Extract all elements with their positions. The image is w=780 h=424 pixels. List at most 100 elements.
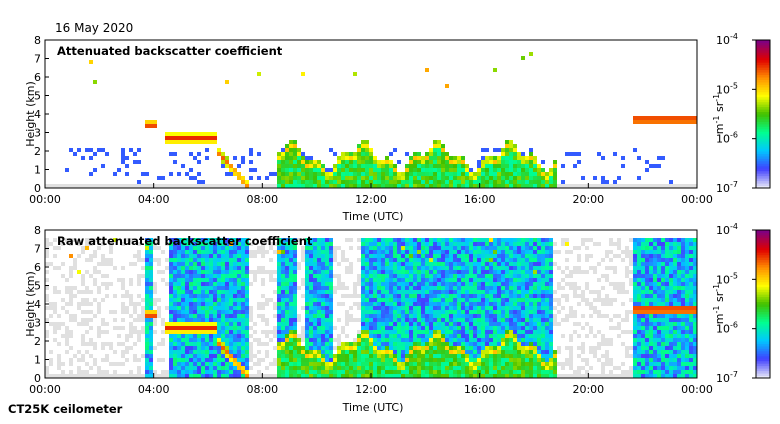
heatmap-cell <box>317 282 321 286</box>
heatmap-cell <box>297 314 301 318</box>
heatmap-cell <box>449 274 453 278</box>
heatmap-cell <box>357 302 361 306</box>
heatmap-cell <box>517 370 521 374</box>
heatmap-cell <box>365 366 369 370</box>
heatmap-cell <box>253 184 257 188</box>
heatmap-cell <box>621 362 625 366</box>
heatmap-cell <box>189 290 193 294</box>
heatmap-cell <box>681 184 685 188</box>
heatmap-cell <box>377 238 381 242</box>
heatmap-cell <box>149 330 153 334</box>
heatmap-cell <box>477 302 481 306</box>
heatmap-cell <box>477 286 481 290</box>
heatmap-cell <box>549 314 553 318</box>
heatmap-cell <box>249 350 253 354</box>
heatmap-cell <box>517 330 521 334</box>
heatmap-cell <box>589 326 593 330</box>
heatmap-cell <box>405 270 409 274</box>
heatmap-cell <box>417 180 421 184</box>
heatmap-cell <box>585 302 589 306</box>
heatmap-cell <box>549 322 553 326</box>
heatmap-cell <box>549 254 553 258</box>
heatmap-cell <box>637 358 641 362</box>
heatmap-cell <box>313 282 317 286</box>
heatmap-cell <box>637 246 641 250</box>
heatmap-cell <box>201 326 205 330</box>
heatmap-cell <box>237 326 241 330</box>
heatmap-cell <box>301 366 305 370</box>
heatmap-cell <box>305 342 309 346</box>
heatmap-cell <box>61 362 65 366</box>
heatmap-cell <box>201 302 205 306</box>
heatmap-cell <box>397 250 401 254</box>
heatmap-cell <box>109 374 113 378</box>
heatmap-cell <box>297 342 301 346</box>
heatmap-cell <box>357 330 361 334</box>
heatmap-cell <box>45 250 49 254</box>
heatmap-cell <box>517 322 521 326</box>
heatmap-cell <box>189 136 193 140</box>
heatmap-cell <box>309 168 313 172</box>
heatmap-cell <box>173 346 177 350</box>
heatmap-cell <box>461 362 465 366</box>
heatmap-cell <box>429 330 433 334</box>
heatmap-cell <box>293 314 297 318</box>
heatmap-cell <box>485 246 489 250</box>
heatmap-cell <box>281 354 285 358</box>
heatmap-cell <box>225 302 229 306</box>
heatmap-cell <box>393 278 397 282</box>
heatmap-cell <box>437 160 441 164</box>
heatmap-cell <box>513 176 517 180</box>
heatmap-cell <box>313 242 317 246</box>
heatmap-cell <box>449 322 453 326</box>
heatmap-cell <box>357 318 361 322</box>
heatmap-cell <box>201 294 205 298</box>
heatmap-cell <box>65 374 69 378</box>
heatmap-cell <box>205 346 209 350</box>
heatmap-cell <box>477 274 481 278</box>
heatmap-cell <box>421 322 425 326</box>
heatmap-cell <box>321 282 325 286</box>
heatmap-cell <box>405 310 409 314</box>
heatmap-cell <box>649 274 653 278</box>
heatmap-cell <box>245 282 249 286</box>
heatmap-cell <box>481 254 485 258</box>
heatmap-cell <box>245 286 249 290</box>
heatmap-cell <box>469 282 473 286</box>
heatmap-cell <box>229 346 233 350</box>
heatmap-cell <box>401 354 405 358</box>
heatmap-cell <box>445 290 449 294</box>
heatmap-cell <box>345 270 349 274</box>
heatmap-cell <box>625 254 629 258</box>
heatmap-cell <box>637 302 641 306</box>
heatmap-cell <box>109 258 113 262</box>
heatmap-cell <box>477 246 481 250</box>
heatmap-cell <box>141 184 145 188</box>
heatmap-cell <box>309 270 313 274</box>
heatmap-cell <box>365 370 369 374</box>
heatmap-cell <box>477 160 481 164</box>
heatmap-cell <box>53 286 57 290</box>
heatmap-cell <box>317 318 321 322</box>
heatmap-cell <box>473 334 477 338</box>
heatmap-cell <box>445 172 449 176</box>
heatmap-cell <box>465 330 469 334</box>
heatmap-cell <box>317 176 321 180</box>
heatmap-cell <box>189 322 193 326</box>
heatmap-cell <box>673 116 677 120</box>
heatmap-cell <box>325 302 329 306</box>
heatmap-cell <box>85 148 89 152</box>
heatmap-cell <box>537 172 541 176</box>
heatmap-cell <box>653 120 657 124</box>
heatmap-cell <box>529 266 533 270</box>
heatmap-cell <box>633 338 637 342</box>
heatmap-cell <box>97 148 101 152</box>
heatmap-cell <box>325 318 329 322</box>
heatmap-cell <box>529 52 533 56</box>
heatmap-cell <box>657 326 661 330</box>
heatmap-cell <box>77 184 81 188</box>
heatmap-cell <box>317 354 321 358</box>
heatmap-cell <box>133 342 137 346</box>
heatmap-cell <box>489 306 493 310</box>
heatmap-cell <box>533 362 537 366</box>
